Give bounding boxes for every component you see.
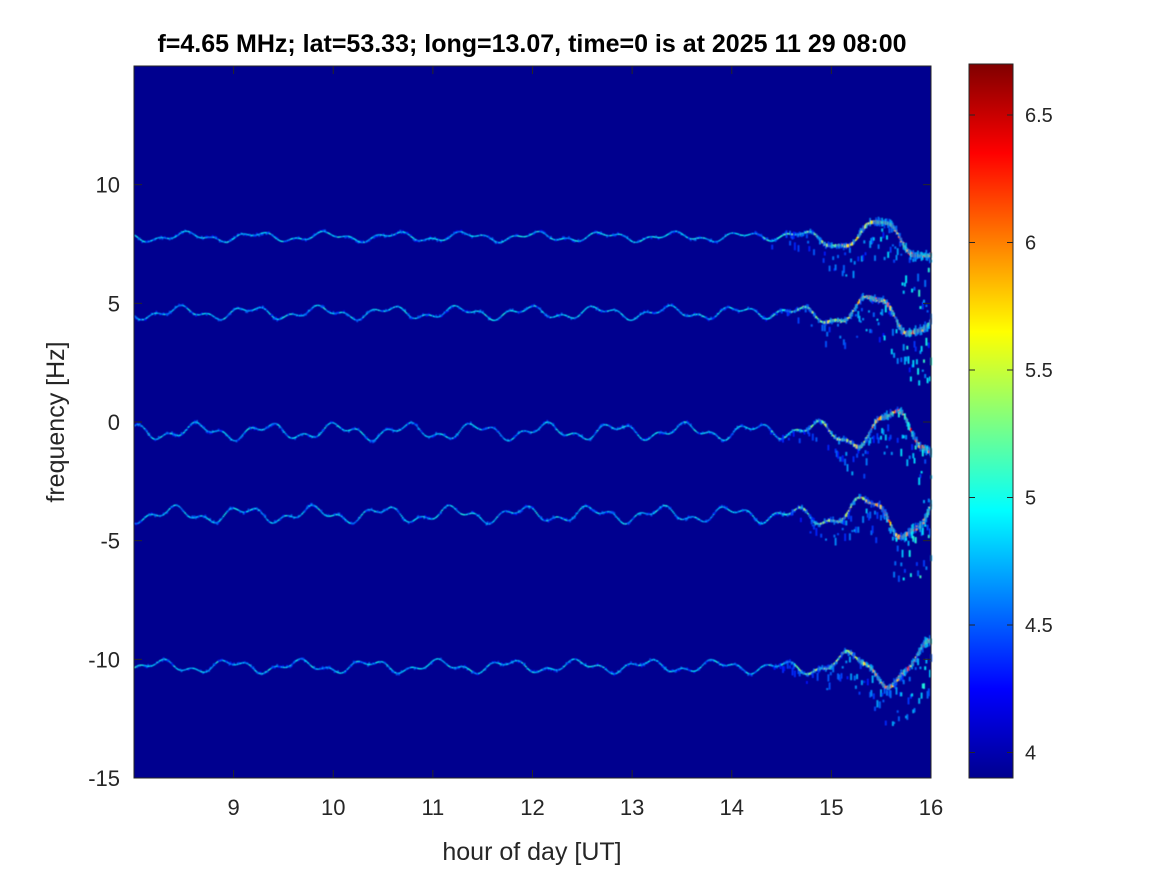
- x-axis-label: hour of day [UT]: [442, 838, 621, 866]
- colorbar-tick-label: 4: [1025, 743, 1036, 765]
- y-tick-label: -5: [100, 529, 120, 554]
- x-tick-label: 9: [228, 795, 240, 820]
- colorbar: 6.5 6 5.5 5 4.5 4: [968, 63, 1053, 779]
- doppler-trace: [134, 493, 933, 582]
- x-tick-label: 13: [620, 795, 644, 820]
- colorbar-ticks: 6.5 6 5.5 5 4.5 4: [969, 105, 1053, 765]
- colorbar-tick-label: 6.5: [1025, 105, 1053, 127]
- doppler-trace: [134, 635, 933, 726]
- colorbar-tick-label: 5: [1025, 488, 1036, 510]
- plot-background: [134, 66, 931, 778]
- x-axis: 9 10 11 12 13 14 15 16: [228, 66, 943, 820]
- chart-title: f=4.65 MHz; lat=53.33; long=13.07, time=…: [157, 30, 906, 58]
- doppler-traces: [134, 216, 933, 726]
- y-tick-label: 5: [108, 291, 120, 316]
- x-tick-label: 14: [720, 795, 744, 820]
- y-tick-label: 0: [108, 410, 120, 435]
- colorbar-tick-label: 6: [1025, 233, 1036, 255]
- y-tick-label: 10: [96, 173, 120, 198]
- x-tick-label: 10: [321, 795, 345, 820]
- colorbar-tick-label: 4.5: [1025, 615, 1053, 637]
- y-tick-label: -15: [88, 766, 120, 791]
- x-tick-label: 16: [919, 795, 943, 820]
- colorbar-scale: [968, 63, 1014, 779]
- doppler-trace: [134, 406, 933, 504]
- y-tick-label: -10: [88, 647, 120, 672]
- colorbar-tick-label: 5.5: [1025, 360, 1053, 382]
- doppler-trace: [134, 216, 933, 313]
- y-axis-label: frequency [Hz]: [42, 341, 70, 502]
- x-tick-label: 12: [520, 795, 544, 820]
- x-tick-label: 11: [421, 795, 444, 820]
- y-axis: 10 5 0 -5 -10 -15: [88, 173, 931, 791]
- x-tick-label: 15: [819, 795, 843, 820]
- plot-area: [133, 65, 933, 779]
